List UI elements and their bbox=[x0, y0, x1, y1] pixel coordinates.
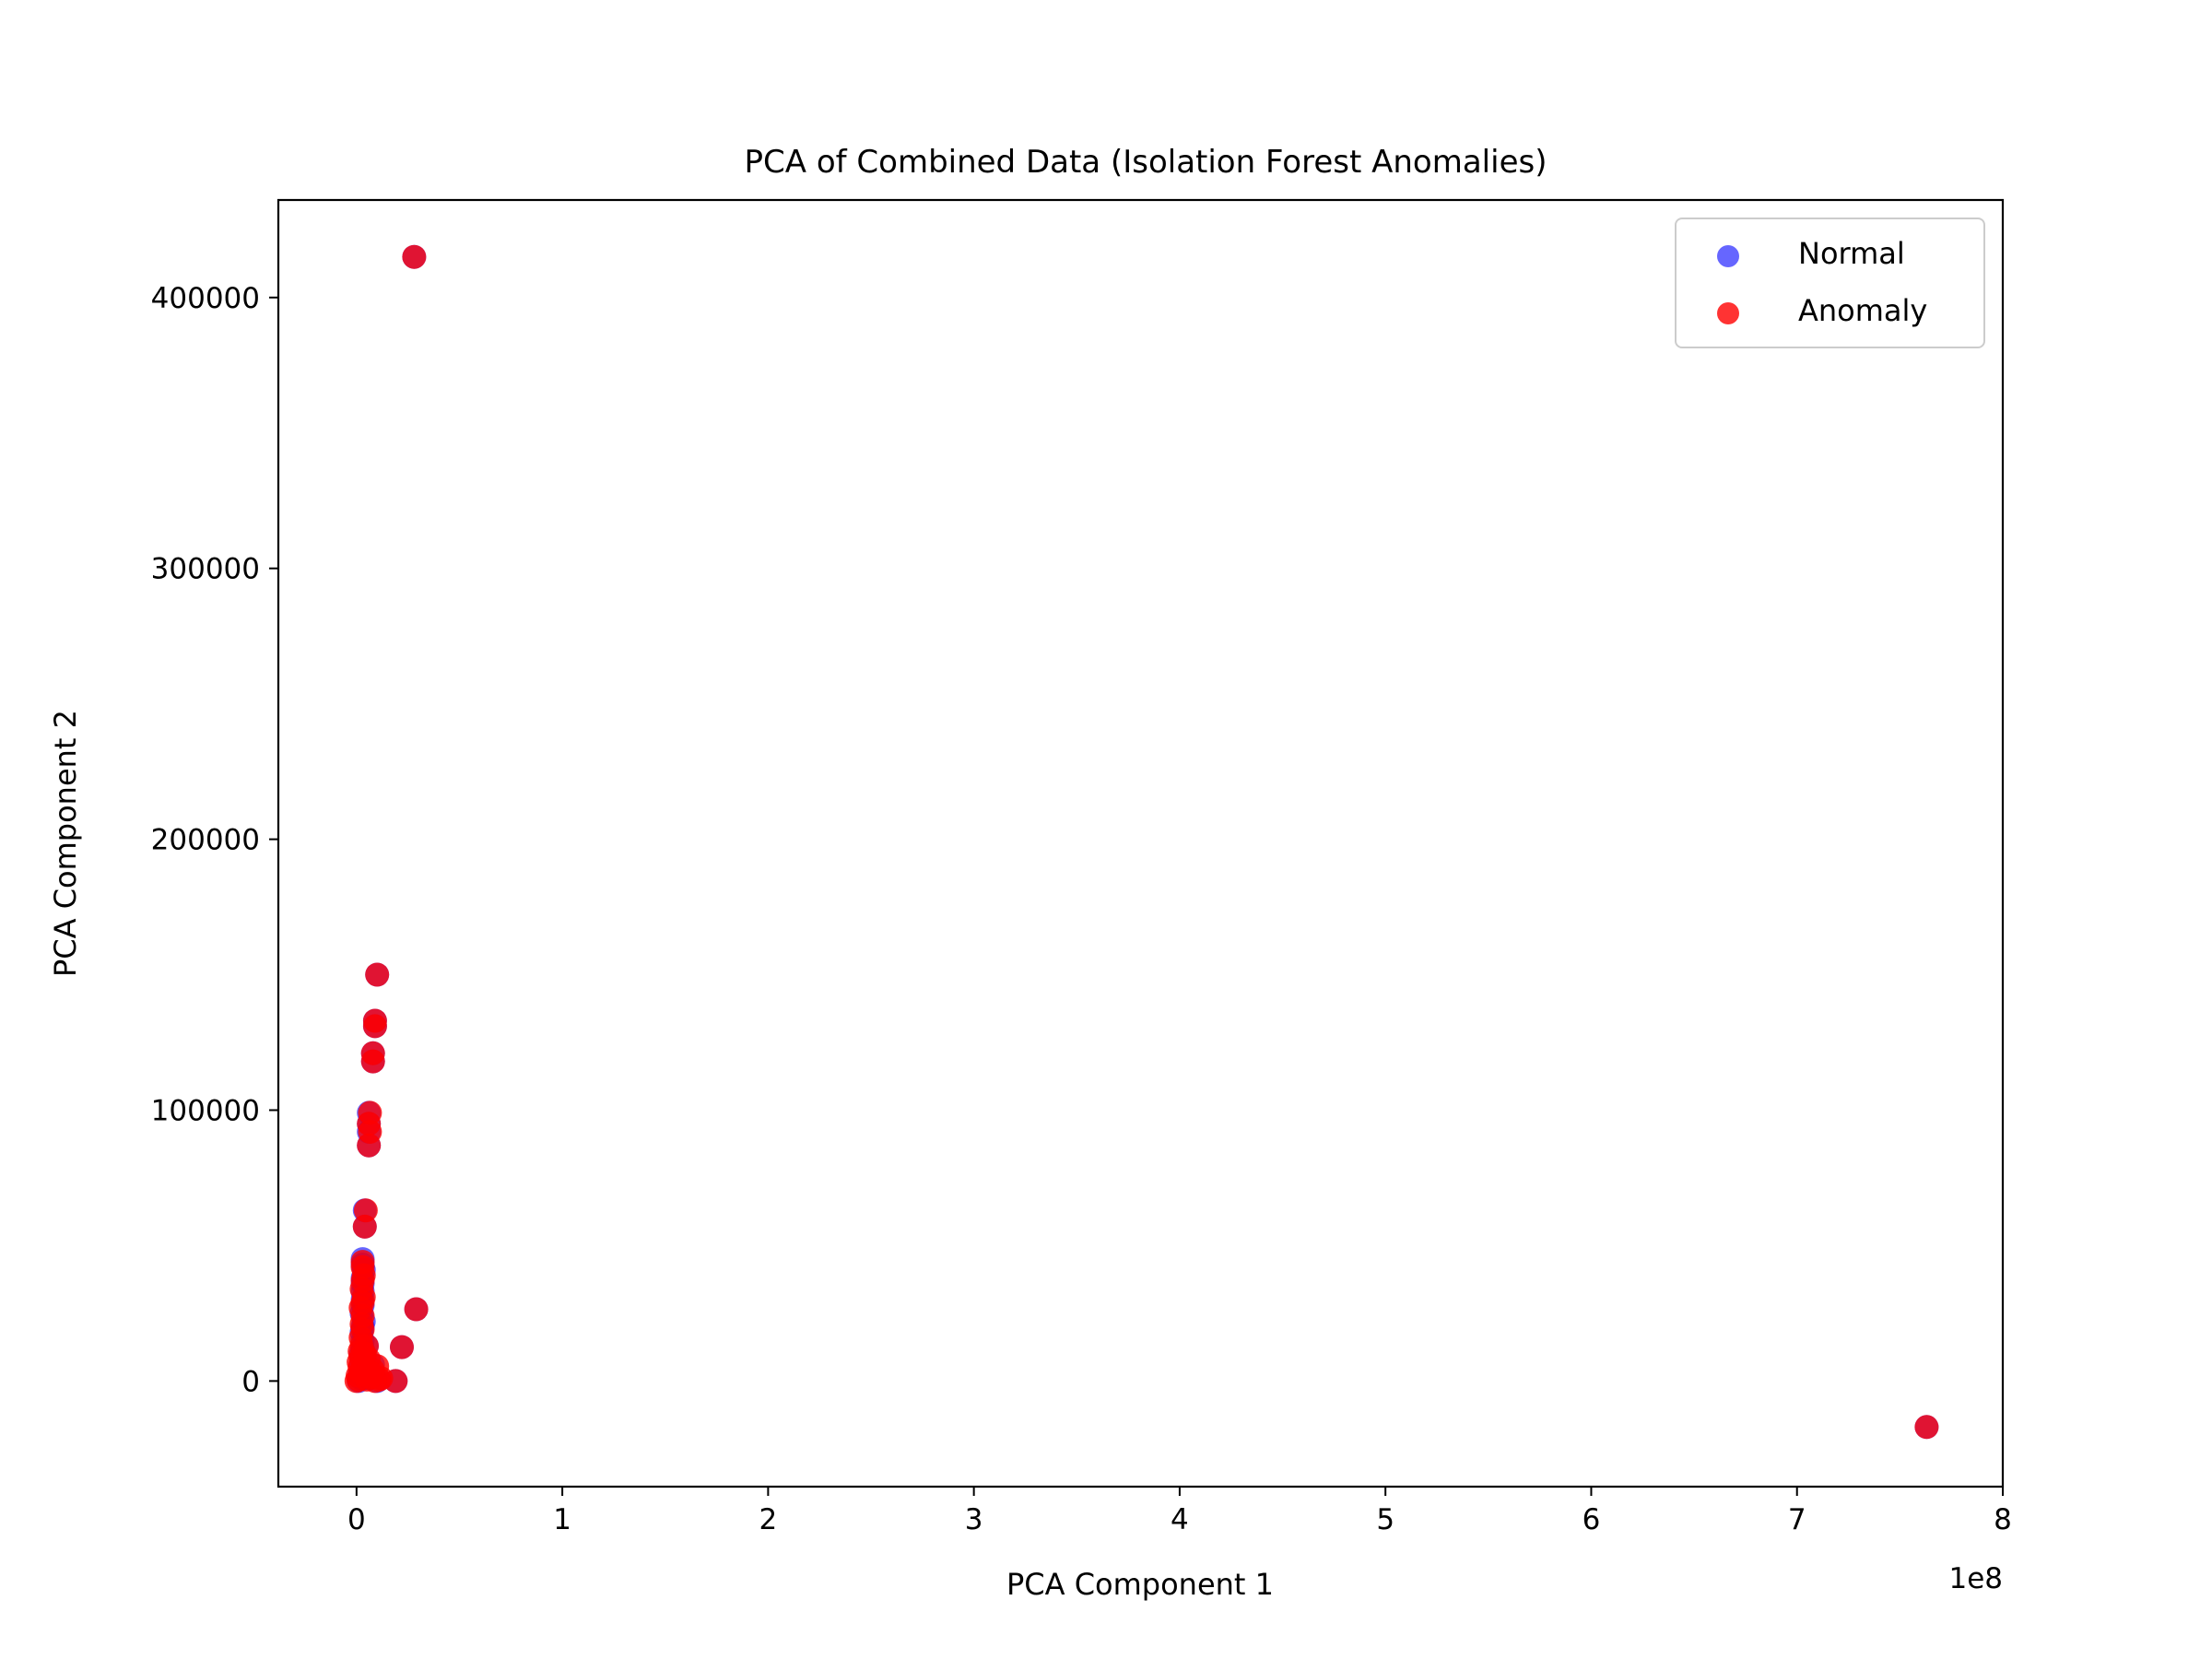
legend-label-anomaly: Anomaly bbox=[1798, 293, 1927, 328]
y-tick-label: 200000 bbox=[151, 824, 260, 857]
chart-title: PCA of Combined Data (Isolation Forest A… bbox=[745, 144, 1547, 181]
legend-marker-normal bbox=[1717, 245, 1739, 267]
legend: Normal Anomaly bbox=[1675, 218, 1985, 348]
x-tick-label: 7 bbox=[1788, 1503, 1806, 1536]
y-tick-label: 400000 bbox=[151, 282, 260, 315]
y-tick-label: 300000 bbox=[151, 553, 260, 586]
point-anomaly-34 bbox=[390, 1335, 414, 1359]
scatter-marks bbox=[344, 244, 1939, 1440]
legend-label-normal: Normal bbox=[1798, 236, 1905, 271]
point-anomaly-26 bbox=[358, 1100, 382, 1125]
y-axis-label: PCA Component 2 bbox=[48, 710, 83, 977]
point-anomaly-22 bbox=[353, 1198, 378, 1223]
x-axis-offset-text: 1e8 bbox=[1948, 1562, 2003, 1595]
point-anomaly-46 bbox=[359, 1360, 383, 1385]
x-axis-label: PCA Component 1 bbox=[1006, 1567, 1274, 1602]
point-anomaly-44 bbox=[355, 1334, 379, 1359]
point-anomaly-47 bbox=[1914, 1415, 1939, 1440]
point-anomaly-33 bbox=[404, 1297, 429, 1322]
y-axis-ticks: 0 100000 200000 300000 400000 bbox=[151, 282, 278, 1398]
point-anomaly-28 bbox=[360, 1041, 385, 1065]
x-tick-label: 4 bbox=[1171, 1503, 1189, 1536]
point-anomaly-20 bbox=[350, 1250, 375, 1275]
x-tick-label: 1 bbox=[553, 1503, 571, 1536]
x-tick-label: 2 bbox=[759, 1503, 778, 1536]
x-tick-label: 6 bbox=[1583, 1503, 1601, 1536]
plot-frame bbox=[276, 198, 2005, 1488]
y-tick-label: 0 bbox=[241, 1365, 260, 1398]
x-axis-ticks: 0 1 2 3 4 5 6 7 8 bbox=[347, 1487, 2012, 1536]
x-tick-label: 0 bbox=[347, 1503, 366, 1536]
series-anomaly bbox=[344, 244, 1939, 1440]
point-anomaly-31 bbox=[365, 962, 390, 987]
x-tick-label: 3 bbox=[965, 1503, 983, 1536]
legend-marker-anomaly bbox=[1717, 302, 1739, 324]
point-anomaly-32 bbox=[402, 244, 427, 269]
y-tick-label: 100000 bbox=[151, 1094, 260, 1127]
legend-box bbox=[1675, 218, 1985, 348]
point-anomaly-30 bbox=[362, 1008, 387, 1033]
x-tick-label: 8 bbox=[1994, 1503, 2012, 1536]
x-tick-label: 5 bbox=[1376, 1503, 1394, 1536]
